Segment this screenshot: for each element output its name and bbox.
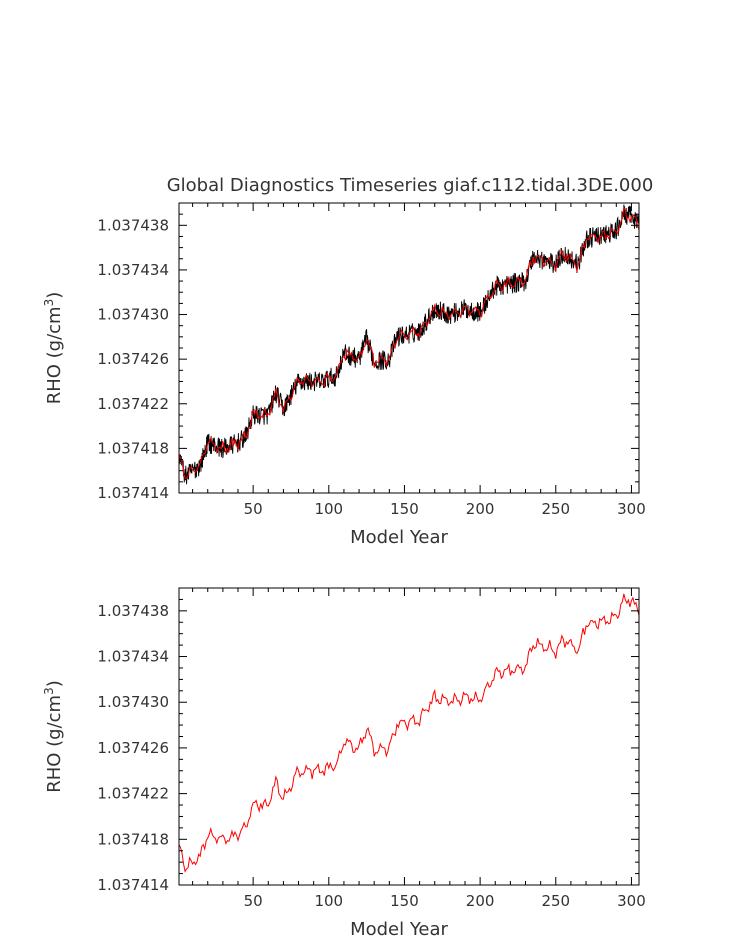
smoothed-series-line bbox=[179, 206, 639, 479]
x-tick-label: 100 bbox=[314, 892, 343, 910]
y-tick-label: 1.037414 bbox=[97, 876, 169, 894]
y-axis-label: RHO (g/cm3) bbox=[42, 680, 65, 793]
plot-area bbox=[179, 204, 639, 485]
chart-title: Global Diagnostics Timeseries giaf.c112.… bbox=[167, 175, 654, 196]
timeseries-panel-raw: 50 100 150 200 250 300 1.037414 1.037418 1.03742… bbox=[42, 202, 646, 548]
x-tick-label: 300 bbox=[617, 892, 646, 910]
x-tick-label: 150 bbox=[390, 892, 419, 910]
y-tick-label: 1.037430 bbox=[97, 693, 169, 711]
x-tick-label: 50 bbox=[244, 892, 263, 910]
y-tick-label: 1.037418 bbox=[97, 439, 169, 457]
raw-series-line bbox=[179, 204, 639, 485]
x-tick-label: 150 bbox=[390, 500, 419, 518]
y-tick-label: 1.037438 bbox=[97, 216, 169, 234]
y-tick-label: 1.037418 bbox=[97, 830, 169, 848]
smoothed-series-line bbox=[179, 593, 639, 873]
timeseries-panel-smoothed: 50 100 150 200 250 300 1.037414 1.037418 1.03742… bbox=[42, 587, 646, 940]
y-tick-label: 1.037422 bbox=[97, 785, 169, 803]
y-tick-label: 1.037422 bbox=[97, 395, 169, 413]
plot-frame bbox=[178, 587, 640, 886]
x-tick-label: 250 bbox=[541, 500, 570, 518]
plot-area bbox=[179, 593, 639, 873]
x-tick-label: 200 bbox=[466, 892, 495, 910]
x-tick-label: 250 bbox=[541, 892, 570, 910]
x-tick-label: 100 bbox=[314, 500, 343, 518]
y-tick-label: 1.037414 bbox=[97, 484, 169, 502]
x-tick-label: 300 bbox=[617, 500, 646, 518]
y-axis-label: RHO (g/cm3) bbox=[42, 292, 65, 405]
y-tick-label: 1.037434 bbox=[97, 648, 169, 666]
y-tick-label: 1.037438 bbox=[97, 602, 169, 620]
plot-frame bbox=[178, 202, 640, 494]
x-tick-label: 50 bbox=[244, 500, 263, 518]
y-tick-label: 1.037426 bbox=[97, 350, 169, 368]
x-tick-label: 200 bbox=[466, 500, 495, 518]
y-tick-label: 1.037434 bbox=[97, 261, 169, 279]
y-tick-label: 1.037426 bbox=[97, 739, 169, 757]
x-axis-label: Model Year bbox=[350, 919, 448, 940]
y-tick-label: 1.037430 bbox=[97, 306, 169, 324]
x-axis-label: Model Year bbox=[350, 527, 448, 548]
